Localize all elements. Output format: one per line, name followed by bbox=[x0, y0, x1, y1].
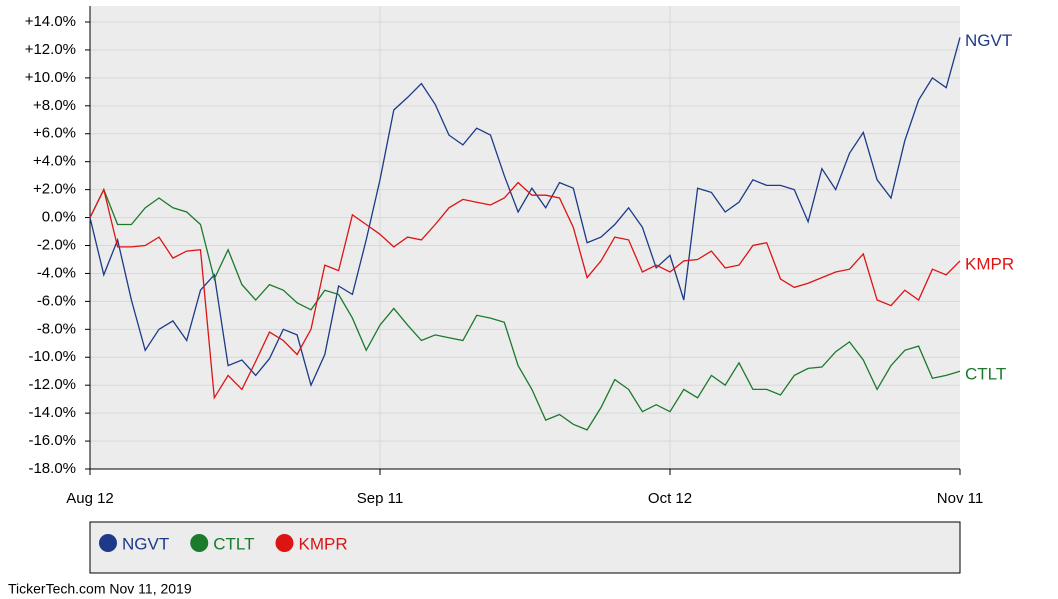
y-tick-label: -18.0% bbox=[28, 460, 76, 477]
x-tick-label: Nov 11 bbox=[937, 490, 983, 507]
legend-marker bbox=[190, 534, 209, 552]
series-line bbox=[89, 187, 961, 431]
y-tick-label: +2.0% bbox=[33, 181, 76, 198]
x-tick-label: Aug 12 bbox=[66, 490, 114, 507]
y-tick-label: -12.0% bbox=[28, 376, 76, 393]
y-tick-label: +14.0% bbox=[25, 13, 76, 30]
y-tick-label: -2.0% bbox=[37, 236, 76, 253]
legend-marker bbox=[275, 534, 294, 552]
footer: TickerTech.com Nov 11, 2019 bbox=[8, 581, 192, 597]
legend-marker bbox=[99, 534, 117, 552]
legend-label: NGVT bbox=[122, 534, 169, 553]
y-tick-label: -8.0% bbox=[37, 320, 76, 337]
y-tick-label: -4.0% bbox=[37, 264, 76, 281]
x-tick-label: Oct 12 bbox=[648, 490, 692, 507]
plot-area bbox=[90, 6, 960, 469]
y-tick-label: +6.0% bbox=[33, 125, 76, 142]
y-tick-label: +8.0% bbox=[33, 97, 76, 114]
y-tick-label: +4.0% bbox=[33, 153, 76, 170]
series-end-label: KMPR bbox=[965, 254, 1014, 273]
legend-box bbox=[89, 521, 961, 574]
legend-label: KMPR bbox=[298, 534, 347, 553]
x-tick-label: Sep 11 bbox=[357, 490, 403, 507]
y-tick-label: -16.0% bbox=[28, 432, 76, 449]
y-tick-label: +10.0% bbox=[25, 69, 76, 86]
y-tick-label: -14.0% bbox=[28, 404, 76, 421]
series-line bbox=[89, 37, 961, 388]
series-end-label: NGVT bbox=[965, 31, 1012, 50]
y-tick-label: -10.0% bbox=[28, 348, 76, 365]
y-tick-label: 0.0% bbox=[42, 209, 76, 226]
y-tick-label: -6.0% bbox=[37, 292, 76, 309]
y-tick-label: +12.0% bbox=[25, 41, 76, 58]
series-end-label: CTLT bbox=[965, 365, 1006, 384]
legend-label: CTLT bbox=[213, 534, 254, 553]
series-line bbox=[89, 181, 961, 400]
